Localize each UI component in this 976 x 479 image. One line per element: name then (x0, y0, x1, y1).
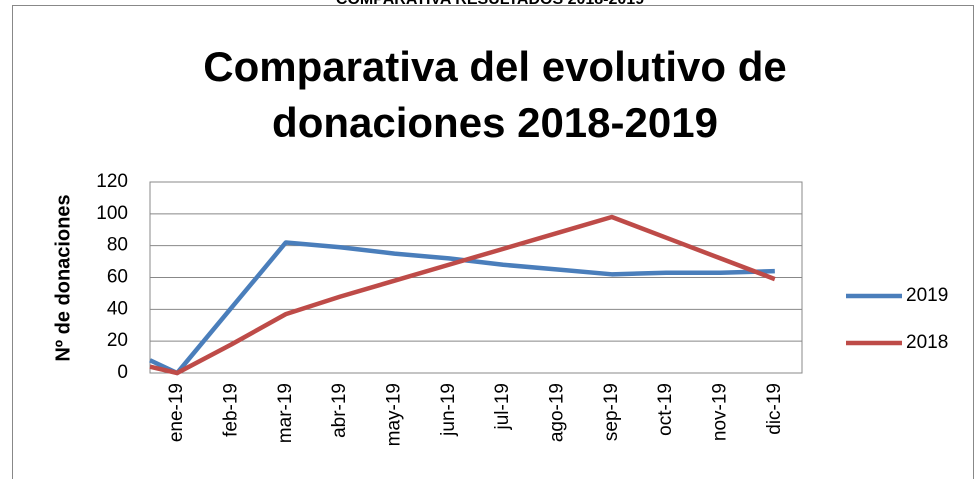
x-tick-label: ago-19 (547, 383, 568, 442)
legend-label: 2018 (906, 332, 948, 353)
x-tick-label: dic-19 (764, 383, 785, 435)
data-line (149, 240, 775, 376)
y-tick-label: 20 (107, 330, 128, 351)
data-line (149, 214, 776, 376)
y-tick-label: 60 (107, 267, 128, 288)
y-tick-label: 40 (107, 298, 128, 319)
y-tick-label: 80 (107, 235, 128, 256)
x-tick-label: abr-19 (329, 383, 350, 438)
x-tick-label: jul-19 (492, 383, 513, 430)
chart-border (12, 5, 974, 479)
y-tick-label: 120 (96, 171, 128, 192)
x-tick-label: sep-19 (601, 383, 622, 441)
x-tick-label: mar-19 (275, 383, 296, 443)
chart-title: Comparativa del evolutivo de (203, 43, 787, 90)
x-tick-label: nov-19 (710, 383, 731, 441)
x-tick-label: may-19 (384, 383, 405, 446)
legend-label: 2019 (906, 285, 948, 306)
chart-title: donaciones 2018-2019 (272, 99, 718, 146)
y-axis-label: Nº de donaciones (52, 194, 74, 361)
x-tick-label: feb-19 (221, 383, 242, 437)
header: COMPARATIVA RESULTADOS 2018-2019 (336, 0, 644, 8)
x-tick-label: ene-19 (166, 383, 187, 442)
x-tick-label: jun-19 (438, 383, 459, 437)
y-tick-label: 100 (96, 203, 128, 224)
y-tick-label: 0 (117, 362, 128, 383)
x-tick-label: oct-19 (655, 383, 676, 436)
